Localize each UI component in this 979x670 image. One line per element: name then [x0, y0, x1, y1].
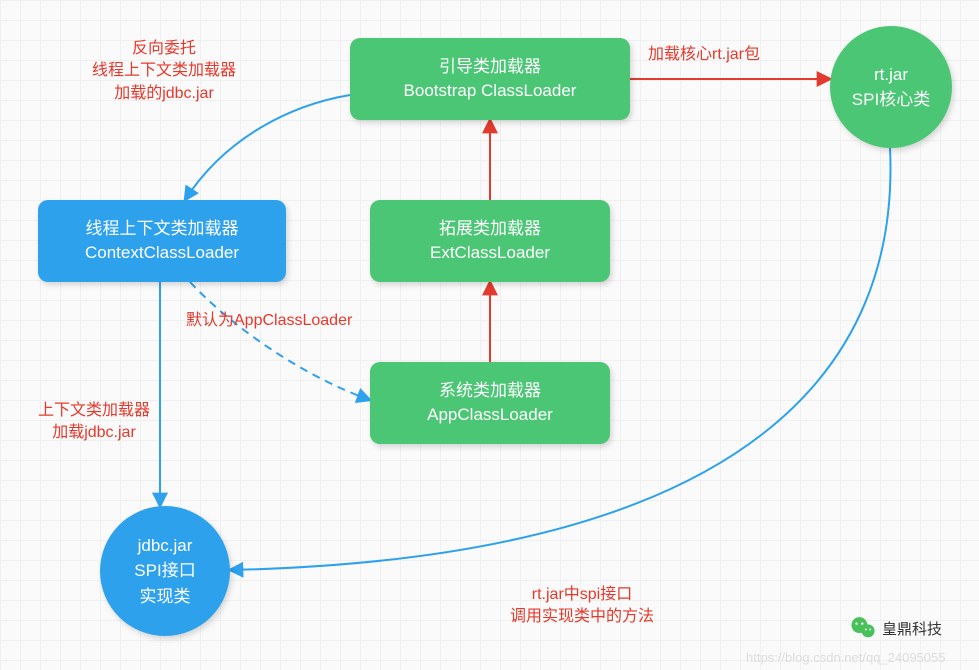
label-line: rt.jar中spi接口	[510, 584, 654, 606]
reverse-delegate-label: 反向委托 线程上下文类加载器 加载的jdbc.jar	[92, 38, 236, 105]
context-load-jdbc-label: 上下文类加载器 加载jdbc.jar	[38, 400, 150, 445]
label-line: 调用实现类中的方法	[510, 606, 654, 628]
node-label: SPI核心类	[852, 87, 930, 113]
label-line: 默认为AppClassLoader	[186, 310, 352, 332]
label-line: 加载jdbc.jar	[38, 422, 150, 444]
jdbc-node: jdbc.jar SPI接口 实现类	[100, 506, 230, 636]
brand-label: 皇鼎科技	[882, 618, 942, 639]
label-line: 加载核心rt.jar包	[648, 44, 760, 66]
edge-context-to-app	[190, 282, 370, 400]
bootstrap-classloader-node: 引导类加载器 Bootstrap ClassLoader	[350, 38, 630, 120]
node-label: AppClassLoader	[427, 403, 553, 427]
label-line: 反向委托	[92, 38, 236, 60]
rt-call-label: rt.jar中spi接口 调用实现类中的方法	[510, 584, 654, 629]
watermark-text: https://blog.csdn.net/qq_24095055	[746, 650, 946, 665]
node-label: rt.jar	[874, 62, 908, 88]
label-line: 上下文类加载器	[38, 400, 150, 422]
rtjar-node: rt.jar SPI核心类	[830, 26, 952, 148]
wechat-icon	[850, 615, 876, 641]
csdn-watermark: https://blog.csdn.net/qq_24095055	[746, 650, 946, 665]
node-label: ContextClassLoader	[85, 241, 239, 265]
node-label: 拓展类加载器	[439, 217, 541, 241]
node-label: 线程上下文类加载器	[86, 217, 239, 241]
node-label: ExtClassLoader	[430, 241, 550, 265]
node-label: 系统类加载器	[439, 379, 541, 403]
ext-classloader-node: 拓展类加载器 ExtClassLoader	[370, 200, 610, 282]
node-label: Bootstrap ClassLoader	[404, 79, 577, 103]
node-label: 引导类加载器	[439, 55, 541, 79]
load-rt-label: 加载核心rt.jar包	[648, 44, 760, 66]
node-label: 实现类	[140, 584, 191, 610]
wechat-brand: 皇鼎科技	[850, 615, 942, 641]
context-classloader-node: 线程上下文类加载器 ContextClassLoader	[38, 200, 286, 282]
edge-boot-to-context	[185, 95, 350, 200]
label-line: 线程上下文类加载器	[92, 60, 236, 82]
node-label: SPI接口	[134, 558, 195, 584]
label-line: 加载的jdbc.jar	[92, 83, 236, 105]
app-classloader-node: 系统类加载器 AppClassLoader	[370, 362, 610, 444]
default-appclassloader-label: 默认为AppClassLoader	[186, 310, 352, 332]
node-label: jdbc.jar	[138, 533, 193, 559]
